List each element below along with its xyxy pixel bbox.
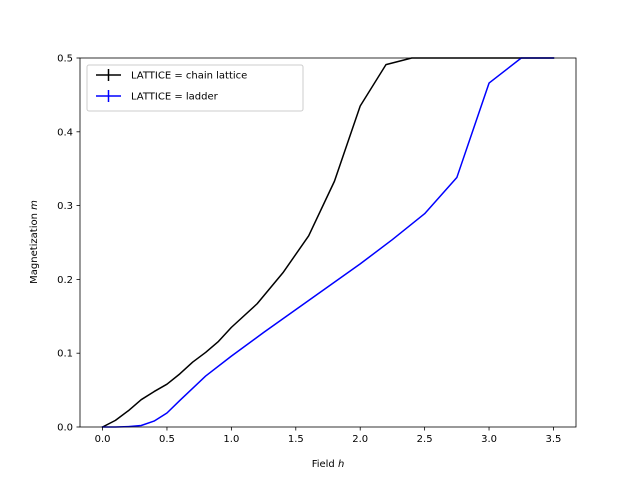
x-axis-label-variable: h	[338, 459, 344, 470]
y-axis-label-variable: m	[29, 200, 40, 210]
x-tick-label: 0.0	[95, 434, 111, 445]
legend: LATTICE = chain lattice LATTICE = ladder	[86, 64, 304, 112]
series-line-ladder	[101, 57, 555, 428]
x-tick-label: 1.5	[288, 434, 304, 445]
legend-label: LATTICE = chain lattice	[131, 71, 247, 82]
y-tick-label: 0.1	[57, 349, 73, 360]
x-tick-label: 3.0	[481, 434, 497, 445]
plot-frame	[79, 57, 577, 428]
x-axis-ticks: 0.0 0.5 1.0 1.5 2.0 2.5 3.0 3.5	[95, 427, 562, 445]
x-tick-label: 1.0	[223, 434, 239, 445]
x-tick-label: 0.5	[159, 434, 175, 445]
legend-entries: LATTICE = chain lattice LATTICE = ladder	[96, 69, 247, 103]
x-tick-label: 2.5	[417, 434, 433, 445]
x-axis-label-text: Field	[312, 459, 338, 470]
plot-area	[80, 58, 576, 427]
x-tick-label: 3.5	[546, 434, 562, 445]
y-axis-label-text: Magnetization	[29, 210, 40, 284]
y-tick-label: 0.4	[57, 127, 73, 138]
y-tick-label: 0.0	[57, 423, 73, 434]
y-axis-label: Magnetization m	[29, 200, 40, 284]
legend-box	[86, 64, 304, 112]
x-axis-label: Field h	[312, 459, 345, 470]
x-tick-label: 2.0	[352, 434, 368, 445]
y-tick-label: 0.3	[57, 201, 73, 212]
legend-entry: LATTICE = ladder	[96, 90, 219, 103]
legend-label: LATTICE = ladder	[131, 92, 219, 103]
y-tick-label: 0.2	[57, 275, 73, 286]
y-axis-ticks: 0.0 0.1 0.2 0.3 0.4 0.5	[57, 54, 80, 434]
legend-entry: LATTICE = chain lattice	[96, 69, 247, 82]
y-tick-label: 0.5	[57, 54, 73, 65]
